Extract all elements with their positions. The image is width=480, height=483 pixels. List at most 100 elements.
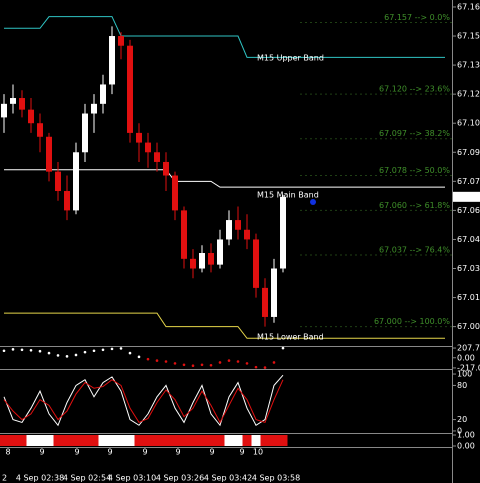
candle-body: [271, 268, 277, 317]
oscillator-dot: [74, 353, 78, 357]
candle-body: [109, 36, 115, 85]
x-tick-label: 9: [74, 448, 79, 457]
oscillator-dot: [83, 350, 87, 354]
candle-body: [100, 84, 106, 104]
state-block: [161, 435, 171, 446]
oscillator-dot: [110, 347, 114, 351]
candle-body: [118, 36, 124, 46]
x-tick-label: 8: [5, 448, 10, 457]
state-block: [251, 435, 261, 446]
candle-body: [37, 123, 43, 137]
candle-body: [217, 239, 223, 265]
state-block: [116, 435, 126, 446]
oscillator-dot: [56, 354, 60, 357]
y-tick-label: 67.030: [457, 264, 480, 273]
candle-body: [55, 171, 61, 192]
oscillator-dot: [38, 349, 42, 353]
state-block: [260, 435, 270, 446]
fib-label: 67.097 --> 38.2%: [379, 129, 450, 138]
state-block: [125, 435, 135, 446]
y-tick-label: 20: [457, 415, 467, 424]
oscillator-dot: [236, 360, 240, 363]
state-block: [269, 435, 279, 446]
state-block: [143, 435, 153, 446]
state-block: [278, 435, 288, 446]
x-tick-label: 4 Sep 03:58: [252, 474, 300, 483]
x-tick-label: 9: [175, 448, 180, 457]
state-block: [44, 435, 54, 446]
candle-body: [199, 253, 205, 269]
fib-label: 67.060 --> 61.8%: [379, 201, 450, 210]
y-tick-label: 67.075: [457, 177, 480, 186]
oscillator-dot: [2, 349, 6, 353]
state-block: [26, 435, 36, 446]
oscillator-dot: [128, 351, 132, 355]
y-tick-label: 80: [457, 381, 467, 390]
oscillator-dot: [65, 355, 69, 358]
oscillator-dot: [20, 348, 24, 352]
x-tick-label: 9: [239, 448, 244, 457]
candle-body: [181, 210, 187, 259]
y-tick-label: 67.000: [457, 322, 480, 331]
candle-body: [46, 136, 52, 172]
oscillator-dot: [101, 348, 105, 352]
x-tick-label: 9: [142, 448, 147, 457]
candle-body: [280, 196, 286, 269]
candle-body: [1, 103, 7, 118]
state-block: [89, 435, 99, 446]
band-label: M15 Upper Band: [257, 54, 324, 63]
oscillator-dot: [245, 362, 249, 365]
y-tick-label: 207.7697: [457, 344, 480, 353]
candle-body: [244, 229, 250, 240]
oscillator-dot: [281, 346, 285, 350]
state-block: [8, 435, 18, 446]
y-tick-label: 67.120: [457, 90, 480, 99]
price-tag: [453, 191, 480, 202]
oscillator-dot: [209, 363, 213, 367]
x-tick-label: 9: [107, 448, 112, 457]
candle-body: [127, 45, 133, 133]
y-tick-label: 1.00: [457, 431, 475, 440]
oscillator-dot: [182, 363, 186, 367]
candle-body: [190, 258, 196, 269]
fib-label: 67.078 --> 50.0%: [379, 166, 450, 175]
state-block: [197, 435, 207, 446]
band-label: M15 Lower Band: [257, 333, 324, 342]
y-tick-label: 67.090: [457, 148, 480, 157]
price-tag-label: 67.067: [455, 192, 480, 201]
state-block: [107, 435, 117, 446]
candle-body: [208, 253, 214, 265]
oscillator-dot: [254, 365, 258, 369]
y-tick-label: 67.060: [457, 206, 480, 215]
y-tick-label: 67.105: [457, 119, 480, 128]
x-tick-label: 4 Sep 03:26: [156, 474, 204, 483]
candle-body: [145, 142, 151, 153]
y-tick-label: 67.135: [457, 61, 480, 70]
state-block: [188, 435, 198, 446]
y-tick-label: 0.00: [457, 353, 475, 362]
oscillator-dot: [92, 349, 96, 353]
state-block: [215, 435, 225, 446]
fib-label: 67.037 --> 76.4%: [379, 245, 450, 254]
y-tick-label: 67.165: [457, 2, 480, 11]
x-tick-label: 4 Sep 02:54: [63, 474, 111, 483]
y-tick-label: 0.00: [457, 442, 475, 451]
candle-body: [154, 152, 160, 162]
state-block: [35, 435, 45, 446]
oscillator-dot: [11, 348, 15, 351]
oscillator-dot: [137, 355, 141, 359]
candle-body: [253, 239, 259, 288]
y-tick-label: 67.045: [457, 235, 480, 244]
state-block: [0, 435, 9, 446]
oscillator-dot: [155, 359, 159, 362]
state-block: [206, 435, 216, 446]
x-tick-label: 4 Sep 02:38: [16, 474, 64, 483]
oscillator-dot: [191, 364, 195, 368]
candle-body: [91, 103, 97, 114]
state-block: [53, 435, 63, 446]
candle-body: [262, 287, 268, 317]
fib-label: 67.000 --> 100.0%: [374, 317, 450, 326]
band-line: [4, 312, 445, 339]
state-block: [17, 435, 27, 446]
